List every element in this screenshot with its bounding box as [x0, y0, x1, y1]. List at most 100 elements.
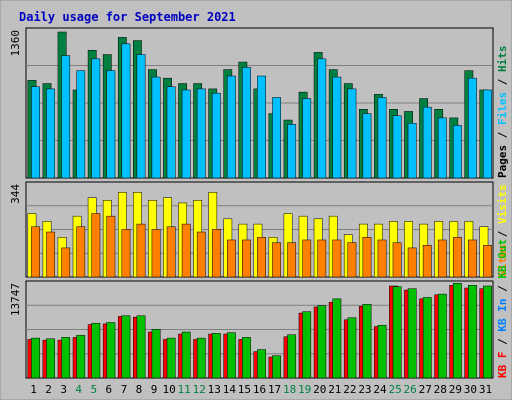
bar-kb-out	[166, 337, 176, 379]
bar-files	[468, 77, 477, 179]
bar-sites	[31, 226, 40, 278]
bar-kb-out	[362, 304, 372, 379]
bar-kb-out	[227, 332, 236, 379]
x-tick-label: 4	[75, 383, 82, 396]
x-tick-label: 11	[178, 383, 191, 396]
x-tick-label: 13	[208, 383, 221, 396]
bar-kb-out	[483, 285, 492, 379]
bar-sites	[483, 245, 492, 278]
bar-files	[332, 76, 342, 179]
bar-sites	[76, 226, 86, 278]
bar-sites	[121, 229, 131, 278]
bar-sites	[257, 237, 266, 278]
bar-kb-out	[272, 355, 281, 379]
bar-kb-out	[332, 298, 342, 379]
legend-item: Hits	[496, 46, 509, 73]
bar-files	[392, 115, 402, 179]
bar-kb-out	[347, 317, 357, 379]
panel-kbin-kbout-kbf: 13747 KB F / KB In / KB Out	[9, 239, 509, 379]
bar-files	[76, 70, 86, 179]
bar-sites	[151, 229, 161, 278]
bar-files	[181, 89, 191, 179]
bar-kb-out	[151, 329, 161, 379]
bar-kb-out	[61, 337, 71, 379]
bar-kb-out	[76, 335, 86, 379]
bar-files	[422, 106, 432, 179]
x-tick-label: 3	[60, 383, 67, 396]
bar-sites	[347, 242, 357, 278]
x-tick-label: 6	[106, 383, 113, 396]
panel-visits-sites: 344 Sites / Visits	[9, 181, 509, 278]
bar-kb-out	[211, 333, 221, 379]
x-tick-label: 28	[434, 383, 447, 396]
x-tick-label: 5	[90, 383, 97, 396]
bar-files	[317, 58, 327, 179]
bar-kb-out	[196, 337, 206, 379]
bar-files	[31, 86, 40, 179]
x-tick-label: 16	[253, 383, 266, 396]
bar-sites	[106, 215, 116, 278]
bar-files	[91, 58, 101, 179]
x-tick-label: 1	[30, 383, 37, 396]
bar-files	[347, 88, 357, 179]
chart-panels: 1360 Pages / Files / Hits 344 Sites / Visit…	[9, 27, 509, 379]
bar-sites	[91, 213, 101, 278]
bar-kb-out	[437, 293, 447, 379]
bar-kb-out	[452, 283, 462, 379]
bar-sites	[392, 242, 402, 278]
bar-kb-out	[181, 331, 191, 379]
x-axis-labels: 1 2 3 4 5 6 7 8 9 10 11 12 13 14 15 16 17 18 19 20 21 22 23 24 2…	[30, 383, 492, 396]
y-max-label: 344	[9, 184, 22, 204]
bar-files	[407, 123, 417, 179]
bar-files	[121, 43, 131, 179]
y-max-label: 13747	[9, 283, 22, 316]
bar-kb-out	[407, 288, 417, 379]
bar-kb-out	[287, 334, 297, 379]
bar-sites	[227, 239, 236, 278]
legend-item: /	[496, 224, 509, 244]
bar-sites	[211, 229, 221, 278]
legend: KB F / KB In / KB Out	[496, 239, 509, 378]
bar-sites	[181, 223, 191, 278]
bar-files	[166, 86, 176, 179]
bar-files	[106, 70, 116, 179]
bar-sites	[287, 242, 297, 278]
bar-sites	[452, 237, 462, 278]
x-tick-label: 31	[479, 383, 492, 396]
bar-kb-out	[422, 297, 432, 379]
bar-sites	[272, 242, 281, 278]
x-tick-label: 24	[373, 383, 387, 396]
bar-files	[242, 67, 251, 179]
bar-kb-out	[242, 337, 251, 379]
bar-kb-out	[136, 315, 146, 379]
bar-files	[257, 75, 266, 179]
bar-files	[362, 113, 372, 179]
legend: Pages / Files / Hits	[496, 46, 509, 179]
legend-item: /	[496, 332, 509, 352]
x-tick-label: 19	[298, 383, 311, 396]
x-tick-label: 17	[268, 383, 281, 396]
legend-item: KB In	[496, 299, 509, 332]
bar-files	[272, 97, 281, 179]
x-tick-label: 9	[151, 383, 158, 396]
x-tick-label: 2	[45, 383, 52, 396]
bar-kb-out	[392, 286, 402, 379]
bar-sites	[362, 237, 372, 278]
bar-kb-out	[106, 322, 116, 379]
legend-item: KB F	[496, 352, 509, 379]
bar-files	[46, 88, 56, 179]
y-max-label: 1360	[9, 30, 22, 57]
bar-files	[302, 98, 312, 179]
x-tick-label: 30	[464, 383, 477, 396]
bar-kb-out	[31, 337, 40, 379]
legend-item: Pages	[496, 145, 509, 178]
bar-sites	[166, 226, 176, 278]
x-tick-label: 15	[238, 383, 251, 396]
x-tick-label: 10	[162, 383, 175, 396]
bar-kb-out	[91, 322, 101, 379]
bar-kb-out	[377, 324, 387, 379]
x-tick-label: 12	[193, 383, 206, 396]
legend-item: Visits	[496, 184, 509, 224]
legend-item: KB Out	[496, 239, 509, 279]
